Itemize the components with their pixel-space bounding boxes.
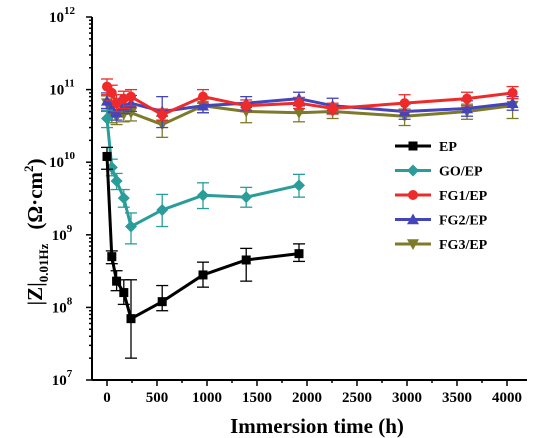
data-point (293, 107, 305, 119)
series-fg1-ep (101, 78, 519, 121)
x-tick-label: 500 (146, 390, 169, 406)
data-point (110, 106, 123, 118)
axes (86, 16, 527, 386)
y-label-unit-close: ) (23, 158, 47, 165)
data-point (126, 314, 136, 324)
x-tick-label: 1500 (242, 390, 272, 406)
y-label-subscript: 0.01Hz (36, 243, 51, 282)
data-point (119, 288, 129, 298)
series-line (105, 118, 300, 229)
y-label-main: |Z| (23, 282, 47, 305)
data-point (327, 103, 338, 114)
y-tick-label: 1011 (49, 78, 74, 99)
series-line (105, 156, 300, 321)
legend-label: GO/EP (439, 165, 483, 180)
data-point (293, 179, 305, 192)
y-tick-label: 1012 (49, 5, 76, 26)
data-point (106, 87, 117, 98)
legend-label: EP (439, 140, 457, 155)
legend-label: FG1/EP (439, 189, 488, 204)
data-point (241, 255, 251, 265)
y-tick-label: 1010 (49, 150, 76, 171)
legend-label: FG2/EP (439, 214, 488, 229)
y-axis-label: |Z|0.01Hz​(Ω·cm2) (21, 158, 51, 305)
data-point (102, 151, 112, 161)
y-tick-label: 108 (52, 295, 73, 316)
y-label-unit-sup: 2 (21, 165, 36, 172)
legend-swatch-marker (407, 239, 419, 250)
data-point (157, 109, 168, 120)
x-tick-label: 0 (103, 390, 111, 406)
y-tick-label: 109 (52, 223, 73, 244)
series-layer (101, 78, 519, 359)
legend: EP GO/EP FG1/EP FG2/EP FG3/EP (395, 140, 488, 253)
series-ep (101, 146, 305, 359)
svg-text:|Z|0.01Hz​(Ω·cm2): |Z|0.01Hz​(Ω·cm2) (21, 158, 51, 305)
data-point (461, 102, 473, 114)
data-point (101, 112, 113, 125)
data-point (294, 249, 304, 259)
data-point (241, 100, 252, 111)
data-point (198, 270, 208, 280)
legend-label: FG3/EP (439, 238, 488, 253)
y-tick-label: 107 (52, 368, 73, 389)
data-point (110, 175, 123, 188)
data-point (507, 87, 518, 98)
data-point (111, 98, 122, 109)
legend-item-fg2-ep: FG2/EP (395, 213, 488, 229)
x-tick-label: 1000 (192, 390, 222, 406)
data-point (294, 98, 304, 109)
data-point (117, 192, 130, 205)
data-point (197, 189, 209, 202)
data-point (197, 99, 209, 111)
x-tick-label: 3000 (392, 390, 422, 406)
data-point (399, 98, 410, 109)
data-point (506, 97, 519, 108)
tick-labels: 0 500 1000 1500 2000 2500 3000 3500 4000 107 108 10… (49, 5, 522, 406)
data-point (107, 252, 117, 262)
x-axis-label: Immersion time (h) (230, 414, 404, 438)
data-point (198, 91, 208, 102)
legend-swatch-marker (407, 213, 419, 225)
y-label-unit-open: (Ω·cm (23, 171, 47, 229)
legend-swatch-marker (408, 141, 418, 151)
x-tick-label: 3500 (442, 390, 472, 406)
legend-item-ep: EP (395, 140, 457, 155)
data-point (126, 91, 136, 102)
data-point (157, 297, 167, 307)
x-tick-label: 2500 (342, 390, 372, 406)
legend-item-fg1-ep: FG1/EP (395, 189, 488, 204)
data-point (125, 220, 137, 233)
series-go-ep (101, 109, 305, 245)
data-point (156, 203, 169, 216)
data-point (125, 107, 137, 119)
data-point (240, 191, 253, 204)
data-point (112, 276, 122, 286)
x-tick-label: 2000 (292, 390, 322, 406)
data-point (462, 93, 472, 104)
legend-item-fg3-ep: FG3/EP (395, 238, 488, 253)
legend-item-go-ep: GO/EP (395, 164, 483, 180)
legend-swatch-marker (407, 164, 419, 177)
x-tick-label: 4000 (492, 390, 522, 406)
legend-swatch-marker (408, 190, 418, 200)
